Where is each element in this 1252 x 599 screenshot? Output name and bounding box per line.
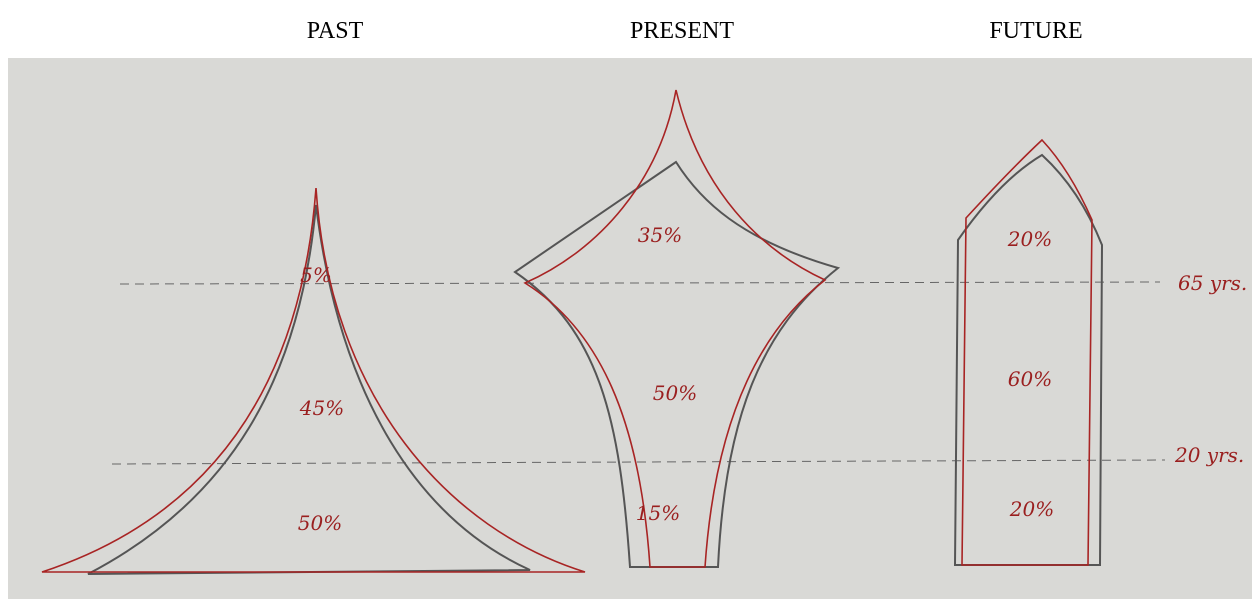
present-outline-red bbox=[523, 89, 827, 568]
age-line bbox=[111, 459, 1166, 465]
segment-label: 5% bbox=[300, 263, 332, 287]
future-outline-gray bbox=[953, 153, 1104, 566]
segment-label: 50% bbox=[298, 511, 342, 535]
age-label: 20 yrs. bbox=[1174, 443, 1244, 467]
segment-label: 35% bbox=[638, 223, 682, 247]
segment-label: 20% bbox=[1007, 227, 1052, 251]
present-outline-gray bbox=[513, 160, 841, 568]
paper bbox=[8, 58, 1252, 599]
column-title: FUTURE bbox=[989, 18, 1082, 44]
past-outline-gray bbox=[87, 204, 531, 575]
age-line bbox=[119, 281, 1161, 285]
segment-label: 15% bbox=[636, 501, 680, 525]
segment-label: 50% bbox=[653, 381, 697, 405]
segment-label: 60% bbox=[1008, 367, 1052, 391]
segment-label: 45% bbox=[299, 396, 344, 420]
column-title: PAST bbox=[307, 18, 364, 44]
future-outline-red bbox=[961, 138, 1093, 566]
past-outline-red bbox=[41, 187, 586, 573]
segment-label: 20% bbox=[1009, 497, 1054, 521]
age-label: 65 yrs. bbox=[1178, 271, 1247, 295]
column-title: PRESENT bbox=[630, 18, 734, 44]
